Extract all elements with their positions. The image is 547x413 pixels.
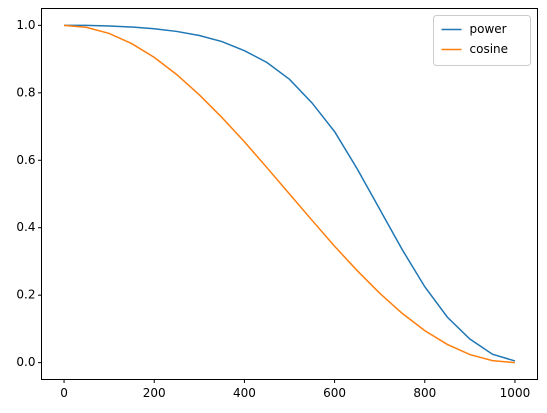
x-tick-label: 0	[60, 386, 68, 400]
axes-frame	[41, 8, 538, 380]
y-tick-label: 0.0	[16, 355, 35, 369]
x-tick-label: 200	[143, 386, 166, 400]
y-tick-label: 0.6	[16, 153, 35, 167]
legend-box	[433, 15, 531, 66]
y-tick-label: 0.2	[16, 288, 35, 302]
x-tick-label: 1000	[500, 386, 531, 400]
x-tick-label: 400	[233, 386, 256, 400]
line	[64, 24, 516, 362]
x-tick-label: 800	[413, 386, 436, 400]
y-tick-label: 0.8	[16, 85, 35, 99]
y-tick-label: 1.0	[16, 18, 35, 32]
legend-label: cosine	[470, 42, 509, 56]
x-tick-label: 600	[323, 386, 346, 400]
y-tick-label: 0.4	[16, 220, 35, 234]
line	[63, 24, 516, 364]
legend-label: power	[470, 22, 507, 36]
